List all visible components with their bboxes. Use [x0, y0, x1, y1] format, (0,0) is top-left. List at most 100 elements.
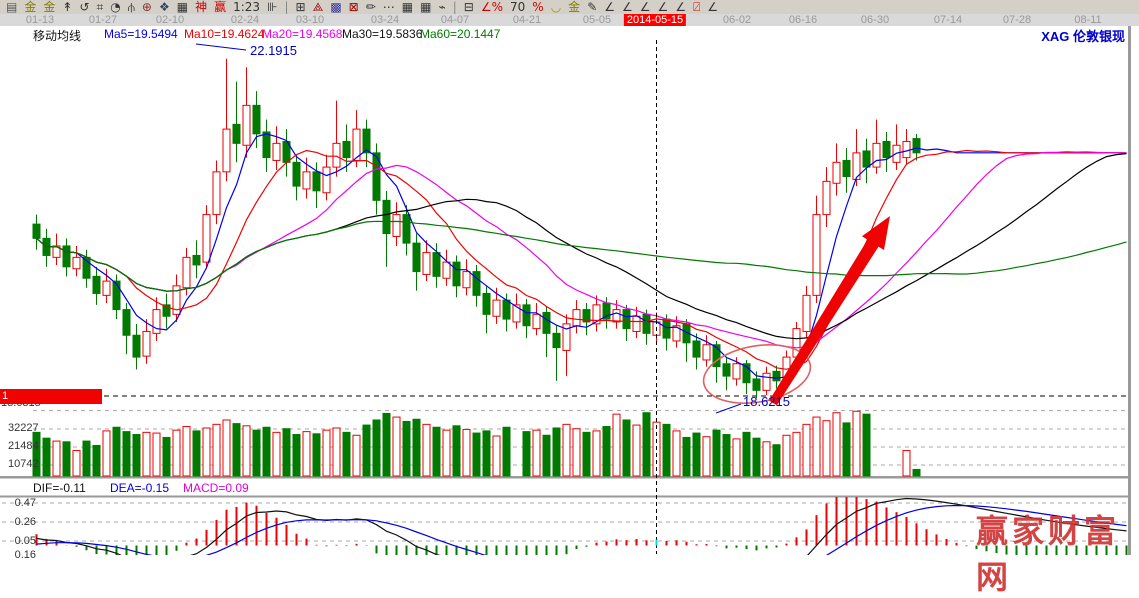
toolbar-icon[interactable]: 神 — [195, 0, 208, 14]
price-tag: 1 — [0, 389, 102, 404]
toolbar-icon[interactable]: ⌁ — [438, 0, 446, 14]
candlestick-chart[interactable] — [0, 0, 1139, 555]
macd-axis-label: 0.26 — [14, 516, 36, 528]
date-label: 01-27 — [88, 14, 118, 26]
volume-axis-label: 10742 — [8, 458, 39, 470]
ma-legend: 移动均线 Ma5=19.5494 Ma10=19.4624 Ma20=19.4568… — [0, 27, 1139, 43]
toolbar-icon[interactable]: ▦ — [401, 0, 414, 14]
toolbar-icon[interactable]: ✏ — [365, 0, 376, 14]
symbol-name: 伦敦银现 — [1072, 29, 1125, 44]
date-label: 06-30 — [860, 14, 890, 26]
ma-legend-item: Ma5=19.5494 — [104, 27, 178, 41]
volume-bars — [32, 410, 921, 477]
toolbar-icon[interactable]: ⊠ — [348, 0, 359, 14]
date-label: 04-07 — [440, 14, 470, 26]
date-label: 03-10 — [295, 14, 325, 26]
dea-line — [36, 504, 1127, 555]
toolbar-icon[interactable]: ↺ — [79, 0, 90, 14]
ma10-line — [36, 149, 1127, 370]
toolbar-icon[interactable]: ∠ — [675, 0, 687, 14]
toolbar-icon[interactable]: 金 — [568, 0, 581, 14]
macd-lines — [36, 497, 1127, 555]
date-label: 02-10 — [155, 14, 185, 26]
ma-legend-item: Ma30=19.5836 — [342, 27, 423, 41]
dif-line — [36, 497, 1127, 555]
ma-legend-item: Ma60=20.1447 — [420, 27, 501, 41]
date-label: 08-11 — [1074, 14, 1102, 26]
macd-axis-label: 0.47 — [14, 497, 36, 509]
toolbar-icon[interactable]: ∠ — [639, 0, 651, 14]
toolbar-icon[interactable]: 金 — [43, 0, 56, 14]
toolbar-icon: | — [284, 0, 289, 14]
trend-arrow — [769, 216, 890, 406]
ma-lines — [36, 133, 1127, 379]
toolbar-icon[interactable]: ∠ — [707, 0, 719, 14]
toolbar-icon[interactable]: ◔ — [110, 0, 121, 14]
date-label: 06-16 — [788, 14, 818, 26]
date-label: 03-24 — [370, 14, 400, 26]
date-axis: 01-13 01-27 02-10 02-24 03-10 03-24 04-07 04-21… — [0, 14, 1139, 26]
toolbar-icon[interactable]: ∠ — [657, 0, 669, 14]
date-label: 01-13 — [25, 14, 55, 26]
toolbar-icon[interactable]: ↟ — [62, 0, 73, 14]
toolbar-icon[interactable]: ⍁ — [693, 0, 701, 14]
toolbar-icon[interactable]: ∠% — [480, 0, 503, 14]
legend-title: 移动均线 — [33, 29, 82, 43]
macd-value-label: DEA=-0.15 — [110, 481, 170, 495]
macd-value-label: DIF=-0.11 — [33, 481, 86, 495]
watermark: 赢家财富网 — [976, 513, 1121, 595]
toolbar-icon[interactable]: ⟁ — [312, 0, 324, 14]
toolbar-icon[interactable]: % — [532, 0, 544, 14]
ma60-line — [36, 220, 1127, 292]
high-leader-line — [195, 43, 247, 51]
highlight-ellipse — [702, 344, 812, 404]
volume-axis-label: 21484 — [8, 440, 39, 452]
low-leader-line — [715, 403, 742, 414]
symbol-label: XAG 伦敦银现 — [1041, 26, 1125, 45]
ma-legend-item: Ma10=19.4624 — [184, 27, 265, 41]
ma5-line — [36, 133, 1127, 379]
toolbar-icon[interactable]: ⊞ — [295, 0, 306, 14]
volume-axis-label: 32227 — [8, 422, 39, 434]
date-label: 06-02 — [722, 14, 752, 26]
macd-axis-label: 0.05 — [14, 535, 36, 547]
toolbar-icon[interactable]: ∠ — [622, 0, 633, 14]
toolbar-icon[interactable]: ⫛ — [127, 0, 135, 14]
annotation-high-price: 22.1915 — [250, 43, 297, 58]
toolbar-icon[interactable]: ⊟ — [463, 0, 474, 14]
date-label: 02-24 — [230, 14, 260, 26]
gridlines — [0, 395, 1131, 542]
toolbar-icon[interactable]: 赢 — [214, 0, 227, 14]
toolbar-icon[interactable]: 金 — [24, 0, 37, 14]
date-label: 04-21 — [512, 14, 542, 26]
toolbar-icon[interactable]: ▩ — [330, 0, 342, 14]
toolbar-icon[interactable]: ⊕ — [141, 0, 152, 14]
annotation-low-price: 18.6215 — [743, 394, 790, 409]
toolbar-icon[interactable]: 70 — [510, 0, 526, 14]
toolbar-icon: | — [452, 0, 457, 14]
symbol-code: XAG — [1041, 29, 1070, 44]
date-label-selected: 2014-05-15 — [623, 14, 687, 26]
toolbar-icon[interactable]: ▦ — [176, 0, 189, 14]
toolbar-icon[interactable]: ❖ — [158, 0, 170, 14]
macd-axis-label: 0.16 — [14, 549, 36, 561]
date-label: 05-05 — [582, 14, 612, 26]
candles-layer — [32, 58, 921, 398]
panel-right-border — [1128, 26, 1131, 555]
toolbar-icon[interactable]: ⊪ — [267, 0, 278, 14]
toolbar-icon[interactable]: ▤ — [6, 0, 18, 14]
toolbar-icon[interactable]: ✎ — [587, 0, 598, 14]
toolbar-icon[interactable]: 1:23 — [233, 0, 261, 14]
toolbar-icon[interactable]: ⌗ — [96, 0, 104, 14]
toolbar-icon[interactable]: ∠ — [604, 0, 616, 14]
toolbar-icon[interactable]: ▦ — [420, 0, 432, 14]
date-label: 07-14 — [933, 14, 963, 26]
macd-value-label: MACD=0.09 — [183, 481, 249, 495]
macd-histogram — [35, 497, 1128, 555]
toolbar: ▤ 金金 ↟ ↺ ⌗ ◔ ⫛ ⊕ ❖ ▦ 神赢 1:23 ⊪ | ⊞ ⟁ ▩ ⊠ ✏ ⋯ ▦ ▦ ⌁ | ⊟ ∠% 70% ◡ 金 ✎ ∠ ∠… — [0, 0, 1139, 14]
toolbar-icon[interactable]: ⋯ — [382, 0, 395, 14]
ma-legend-item: Ma20=19.4568 — [262, 27, 343, 41]
toolbar-icon[interactable]: ◡ — [550, 0, 562, 14]
date-label: 07-28 — [1002, 14, 1032, 26]
